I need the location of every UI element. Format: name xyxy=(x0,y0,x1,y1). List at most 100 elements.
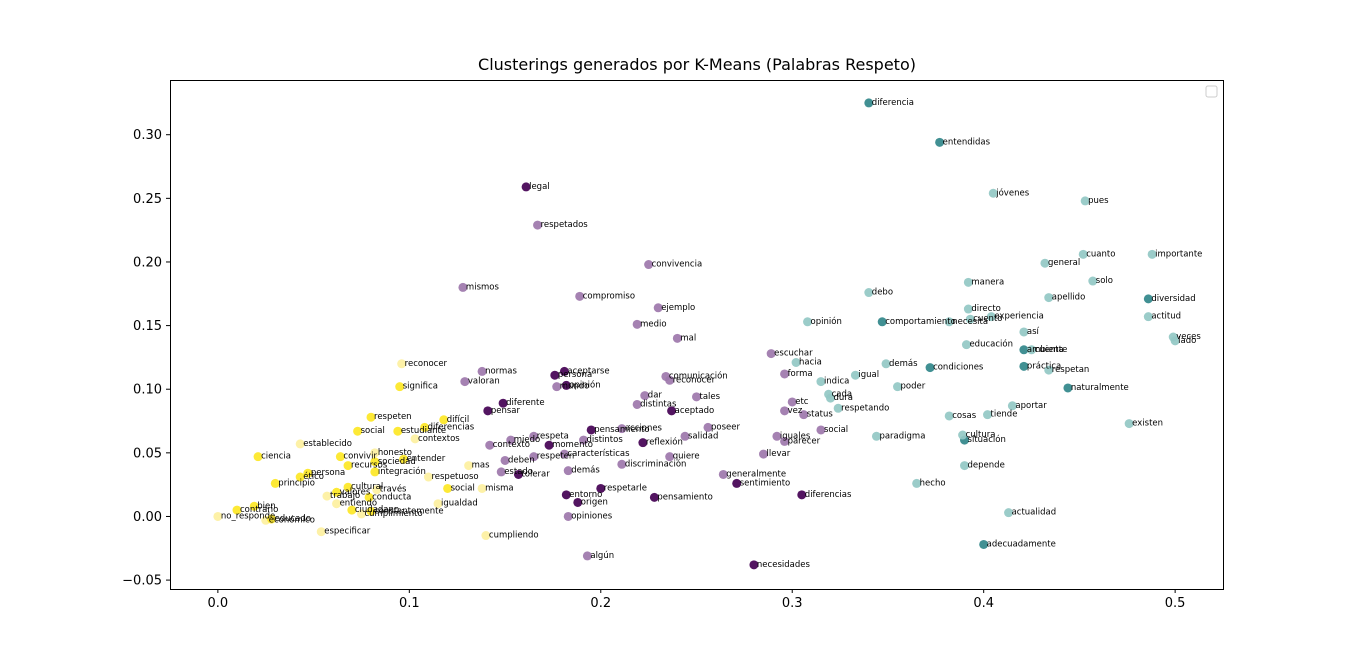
data-point-label: conducta xyxy=(372,492,411,502)
data-point xyxy=(617,424,627,434)
data-point xyxy=(563,466,573,476)
data-point-label: través xyxy=(380,484,407,495)
data-point-label: recursos xyxy=(351,461,388,471)
data-point-label: estudiante xyxy=(401,426,446,436)
data-point-label: aportar xyxy=(1015,401,1047,411)
data-point-label: reconocer xyxy=(405,359,448,369)
data-point xyxy=(680,431,690,441)
data-point xyxy=(1040,258,1050,268)
data-point-label: hacia xyxy=(799,357,822,367)
data-point-label: escuchar xyxy=(774,349,813,359)
data-point-label: vez xyxy=(788,406,803,416)
data-point xyxy=(667,406,677,416)
data-point-label: establecido xyxy=(303,439,352,449)
data-point-label: contrario xyxy=(240,505,278,515)
data-point xyxy=(399,454,409,464)
data-point-label: debo xyxy=(872,288,893,298)
data-point-label: quiere xyxy=(673,452,700,462)
data-point-label: honesto xyxy=(378,448,412,458)
data-point xyxy=(498,398,508,408)
data-point-label: comunicación xyxy=(669,370,728,381)
data-point-label: experiencia xyxy=(994,312,1043,322)
data-point-label: educación xyxy=(969,339,1013,350)
data-point-label: cultura xyxy=(966,430,996,440)
data-point xyxy=(965,314,975,324)
data-point-label: valoran xyxy=(468,377,500,387)
data-point xyxy=(485,440,495,450)
data-point xyxy=(433,499,443,509)
data-point-label: cuento xyxy=(973,314,1002,324)
data-point-label: pensamiento xyxy=(594,425,649,435)
data-point xyxy=(944,411,954,421)
data-point xyxy=(559,366,569,376)
data-point-label: generalmente xyxy=(726,469,786,479)
data-point-label: mal xyxy=(680,333,696,343)
data-point-label: cumpliendo xyxy=(489,531,539,541)
data-point xyxy=(963,304,973,314)
data-point-label: valores xyxy=(340,487,371,497)
chart-title: Clusterings generados por K-Means (Palab… xyxy=(478,55,916,74)
data-point xyxy=(529,452,539,462)
data-point-label: diferencia xyxy=(872,98,914,108)
data-point-label: igualdad xyxy=(441,499,478,509)
plot-frame xyxy=(170,80,1224,590)
data-point-label: respeta xyxy=(537,431,569,441)
data-point-label: existen xyxy=(1132,419,1163,429)
data-point-label: actualidad xyxy=(1012,508,1057,518)
data-point-label: manera xyxy=(971,277,1004,287)
x-tick-label: 0.4 xyxy=(973,596,994,611)
data-point-label: poder xyxy=(901,382,926,392)
y-axis: −0.05 0.00 0.05 0.10 0.15 0.20 0.25 0.30 xyxy=(122,128,170,589)
data-point-label: así xyxy=(1027,327,1040,337)
data-point-label: respetarle xyxy=(604,483,647,493)
data-point-label: paradigma xyxy=(879,431,925,441)
data-point-label: misma xyxy=(485,483,514,493)
data-point xyxy=(552,382,562,392)
data-point-label: entiendo xyxy=(340,499,378,509)
data-point xyxy=(986,312,996,322)
data-point-label: estado xyxy=(504,467,533,477)
data-point-label: iguales xyxy=(780,431,811,441)
data-point xyxy=(983,410,993,420)
data-point-label: mismos xyxy=(466,282,500,292)
data-point xyxy=(759,449,769,459)
data-point xyxy=(638,438,648,448)
data-point xyxy=(672,333,682,343)
data-point-label: medio xyxy=(640,319,666,329)
data-point xyxy=(423,472,433,482)
data-point xyxy=(533,220,543,230)
data-point xyxy=(893,382,903,392)
data-point xyxy=(1170,336,1180,346)
data-point xyxy=(266,514,276,524)
data-point-label: jóvenes xyxy=(995,187,1029,198)
data-point xyxy=(410,434,420,444)
data-point xyxy=(692,392,701,402)
data-point-label: depende xyxy=(968,461,1005,471)
data-point-label: miedo xyxy=(514,435,540,445)
data-point xyxy=(649,492,659,502)
data-point-label: importante xyxy=(1155,249,1202,259)
data-point xyxy=(871,431,881,441)
data-point-label: salidad xyxy=(688,431,718,441)
data-point-label: aceptarse xyxy=(567,366,609,376)
y-tick-label: 0.30 xyxy=(133,128,162,143)
data-point xyxy=(780,406,790,416)
data-point xyxy=(353,426,363,436)
data-point xyxy=(460,377,470,387)
data-point xyxy=(1143,294,1153,304)
data-point-label: momento xyxy=(552,440,593,450)
data-point-label: sociedad xyxy=(378,457,416,467)
data-point-label: convivencia xyxy=(652,260,703,270)
data-point-label: llevar xyxy=(767,449,791,459)
data-point-label: diferente xyxy=(506,398,544,408)
data-point xyxy=(850,370,860,380)
data-point-label: bien xyxy=(257,501,275,511)
data-point xyxy=(561,380,571,390)
data-point xyxy=(877,317,887,327)
data-point xyxy=(582,551,592,561)
data-point xyxy=(477,366,487,376)
data-point xyxy=(988,188,998,198)
data-point-label: diferencias xyxy=(428,422,475,432)
data-point-label: reconocer xyxy=(673,375,716,385)
